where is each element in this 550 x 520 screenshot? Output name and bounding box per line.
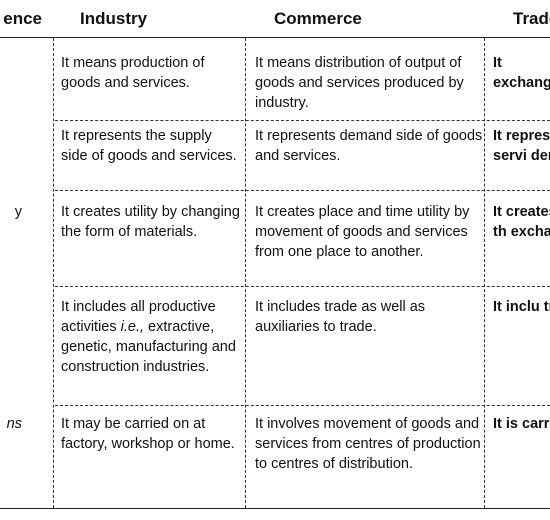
column-divider-0	[53, 38, 54, 508]
row-5-trade: It is carri	[493, 416, 550, 432]
row-4-industry-post: extractive, genetic, manufacturing and c…	[61, 319, 236, 375]
row-3-commerce: It creates place and time utility by mov…	[255, 204, 470, 260]
row-5-commerce: It involves movement of goods and servic…	[255, 416, 481, 472]
row-1-industry: It means production of goods and service…	[61, 55, 205, 91]
row-divider-1	[55, 120, 550, 121]
column-divider-1	[245, 38, 246, 508]
row-3-trade: It creates utility th exchange	[493, 204, 550, 240]
row-4-industry-italic: i.e.,	[120, 319, 145, 335]
header-basis-of-difference: ence	[3, 9, 42, 28]
row-4-industry: It includes all productive activities i.…	[61, 297, 241, 377]
row-1-commerce: It means distribution of output of goods…	[255, 55, 464, 111]
row-divider-2	[55, 190, 550, 191]
row-4-commerce: It includes trade as well as auxiliaries…	[255, 299, 426, 335]
row-2-trade: It repres and servi demand.	[493, 128, 550, 164]
row-divider-3	[55, 286, 550, 287]
row-2-industry: It represents the supply side of goods a…	[61, 128, 237, 164]
row-3-basis-fragment: y	[14, 204, 22, 220]
row-2-commerce: It represents demand side of goods and s…	[255, 128, 483, 164]
header-rule	[0, 37, 550, 38]
header-industry: Industry	[80, 9, 148, 28]
row-divider-4	[55, 405, 550, 406]
row-1-trade: It mean exchange	[493, 55, 550, 91]
header-commerce: Commerce	[274, 9, 362, 28]
header-trade: Trade	[513, 9, 550, 28]
bottom-rule	[0, 508, 550, 509]
row-3-industry: It creates utility by changing the form …	[61, 204, 240, 240]
row-5-basis-fragment: ns	[6, 416, 22, 432]
row-4-trade: It inclu trade.	[493, 299, 550, 315]
row-4-industry-pre: It includes all productive activities	[61, 299, 216, 335]
row-5-industry: It may be carried on at factory, worksho…	[61, 416, 235, 452]
column-divider-2	[484, 38, 485, 508]
